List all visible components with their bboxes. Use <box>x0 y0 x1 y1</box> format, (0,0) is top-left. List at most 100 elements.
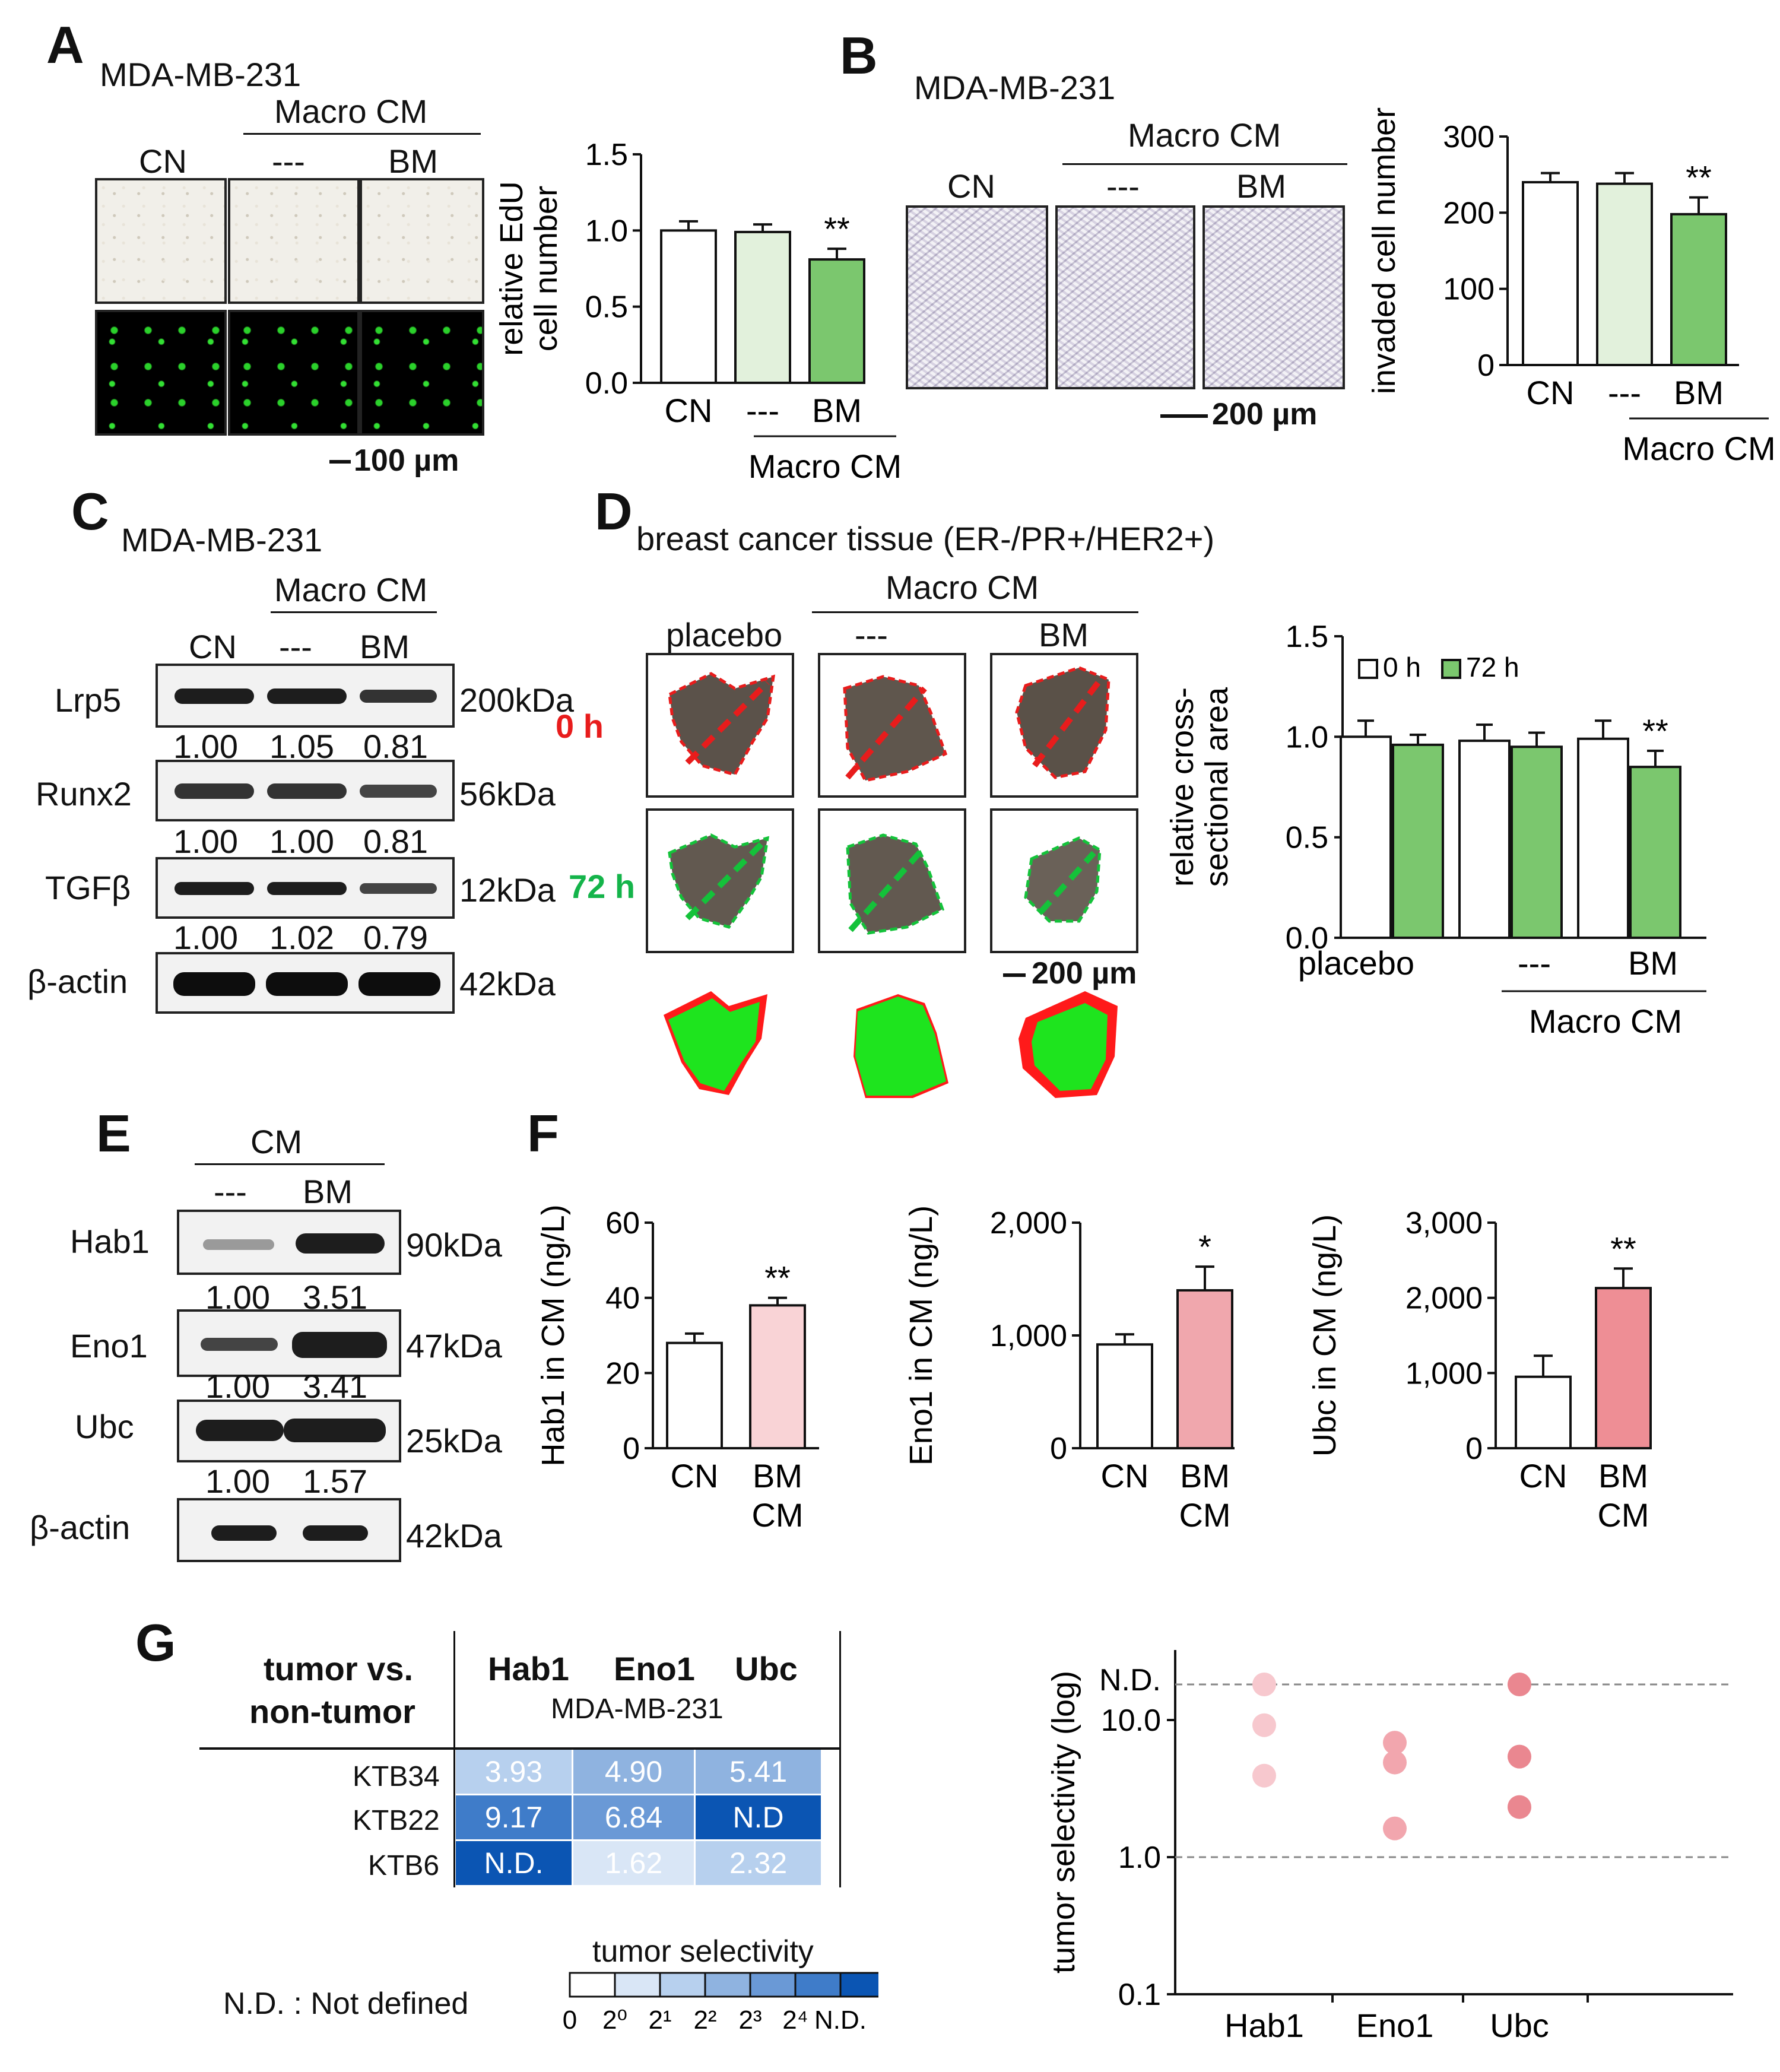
y-tick-label: 10.0 <box>1101 1703 1161 1738</box>
panel-c-quant-runx2-bm: 0.81 <box>363 823 428 860</box>
y-tick-label: 20 <box>605 1356 640 1391</box>
heatmap-cell: 9.17 <box>456 1795 572 1839</box>
x-tick-label: Hab1 <box>1224 2007 1304 2042</box>
bar-BM CM <box>749 1304 806 1449</box>
panel-e-quant-eno1-none: 1.00 <box>205 1367 270 1405</box>
panel-c-protein-runx2: Runx2 <box>36 775 132 813</box>
tissue-72h-placebo <box>646 808 794 953</box>
y-tick-label: 1.5 <box>585 138 628 172</box>
y-tick-label: 0 <box>1477 348 1495 383</box>
bar-CN <box>660 229 717 384</box>
panel-b-col-bm: BM <box>1236 167 1286 205</box>
group-label: Macro CM <box>1529 1002 1682 1040</box>
legend-label: 0 h <box>1383 652 1421 683</box>
panel-d-label: D <box>595 482 633 541</box>
panel-c-quant-runx2-none: 1.00 <box>269 823 334 860</box>
panel-d-group-line <box>812 611 1138 613</box>
panel-e-label: E <box>96 1104 131 1163</box>
x-tick-label: BM <box>1628 944 1678 982</box>
panel-a-group-line <box>243 133 481 135</box>
panel-c-quant-tgfb-cn: 1.00 <box>173 919 238 956</box>
panel-e-protein-hab1: Hab1 <box>70 1223 150 1260</box>
panel-e-size-ubc: 25kDa <box>406 1422 502 1459</box>
y-tick-label: 100 <box>1443 272 1495 307</box>
panel-g-row-ktb34: KTB34 <box>353 1761 440 1792</box>
panel-d-chart: 0.0 0.5 1.0 1.5 relative cross-sectional are… <box>1169 620 1706 1040</box>
tissue-72h-none <box>818 808 966 953</box>
bar-CN <box>1522 181 1579 366</box>
panel-b-col-cn: CN <box>947 167 995 205</box>
panel-c-col-cn: CN <box>189 628 237 665</box>
x-tick-label: CN <box>1101 1457 1149 1494</box>
bar-BM <box>808 258 865 384</box>
x-tick-label: CN <box>665 392 713 429</box>
panel-d-title: breast cancer tissue (ER-/PR+/HER2+) <box>636 520 1215 557</box>
legend-bin <box>569 1972 616 1998</box>
panel-d-col-none: --- <box>855 616 888 653</box>
bar-----72h <box>1511 745 1563 939</box>
panel-e-size-actin: 42kDa <box>406 1517 502 1554</box>
panel-c-quant-tgfb-bm: 0.79 <box>363 919 428 956</box>
panel-g-subheader: MDA-MB-231 <box>551 1693 724 1725</box>
x-tick-label: --- <box>1518 944 1551 982</box>
point-Eno1 <box>1383 1816 1407 1841</box>
y-tick-label: 300 <box>1443 120 1495 154</box>
x-tick-label: BM <box>812 392 862 429</box>
legend-tick-label: 2⁴ <box>782 2006 808 2035</box>
tissue-0h-bm <box>990 653 1138 798</box>
bar---- <box>1596 182 1653 366</box>
legend-tick-label: 2¹ <box>648 2006 671 2035</box>
panel-a-edu-cn <box>95 310 227 436</box>
significance-mark: ** <box>1686 159 1712 196</box>
panel-c-blot-lrp5 <box>156 664 455 728</box>
y-tick-label: 1,000 <box>990 1319 1067 1353</box>
x-tick-label: --- <box>746 392 779 429</box>
panel-e-blot-hab1 <box>177 1210 401 1275</box>
panel-c-quant-lrp5-cn: 1.00 <box>173 728 238 765</box>
y-axis-label: relative cross- <box>1169 687 1200 887</box>
legend-bin <box>614 1972 661 1998</box>
legend-bin <box>659 1972 706 1998</box>
panel-c-cell-line: MDA-MB-231 <box>121 521 323 559</box>
heatmap-cell: N.D. <box>456 1841 572 1885</box>
y-axis-label: cell number <box>528 186 564 351</box>
panel-g-heatmap: 3.93 4.90 5.41 9.17 6.84 N.D N.D. 1.62 2.32 <box>456 1750 839 1887</box>
panel-g-label: G <box>135 1613 176 1672</box>
panel-c-quant-lrp5-bm: 0.81 <box>363 728 428 765</box>
panel-e-quant-ubc-bm: 1.57 <box>303 1462 367 1500</box>
legend-bin <box>794 1972 842 1998</box>
overlay-none <box>853 994 948 1098</box>
panel-b-label: B <box>840 26 878 85</box>
panel-e-size-hab1: 90kDa <box>406 1226 502 1264</box>
y-axis-label: relative EdU <box>494 181 529 356</box>
panel-g-row-ktb6: KTB6 <box>368 1850 440 1881</box>
y-axis-label: sectional area <box>1199 687 1235 887</box>
panel-g-scatter-chart: 0.1 1.0 10.0 N.D. Hab1 Eno1 Ubc tumor selectivi… <box>1046 1650 1733 2042</box>
y-tick-label: 0 <box>623 1432 640 1466</box>
panel-g-color-legend: 0 2⁰ 2¹ 2² 2³ 2⁴ N.D. <box>563 1972 878 2035</box>
heatmap-cell: 4.90 <box>573 1750 694 1794</box>
panel-e-protein-eno1: Eno1 <box>70 1327 148 1365</box>
x-tick-label: CM <box>751 1496 803 1534</box>
legend-bin <box>704 1972 751 1998</box>
panel-c-size-actin: 42kDa <box>459 965 556 1002</box>
heatmap-cell: N.D <box>696 1795 821 1839</box>
y-tick-label: 0.5 <box>585 290 628 325</box>
point-Hab1 <box>1252 1763 1276 1788</box>
heatmap-cell: 2.32 <box>696 1841 821 1885</box>
group-label: Macro CM <box>748 448 902 485</box>
panel-a-scale-bar <box>329 460 351 464</box>
heatmap-cell: 1.62 <box>573 1841 694 1885</box>
y-tick-label: 1.0 <box>1118 1841 1161 1875</box>
panel-b-scale-bar <box>1160 414 1208 418</box>
panel-c-col-none: --- <box>279 628 312 665</box>
legend-swatch-0h <box>1358 659 1378 679</box>
panel-c-quant-runx2-cn: 1.00 <box>173 823 238 860</box>
legend-tick-label: 2³ <box>738 2006 762 2035</box>
heatmap-cell: 5.41 <box>696 1750 821 1794</box>
x-tick-label: BM <box>753 1457 802 1494</box>
legend-swatch-72h <box>1441 659 1461 679</box>
point-Eno1 <box>1383 1731 1407 1755</box>
panel-g-table-divider-v <box>453 1631 455 1887</box>
